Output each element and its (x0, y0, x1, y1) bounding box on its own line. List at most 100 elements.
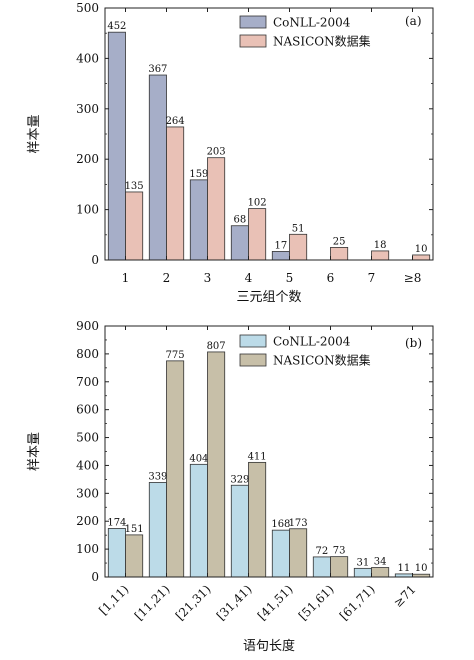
bar-nasicon (330, 246, 349, 261)
data-label: 264 (166, 116, 185, 127)
bar-conll (312, 556, 331, 578)
bar-nasicon (371, 250, 390, 261)
data-label: 168 (271, 519, 290, 530)
data-label: 339 (148, 471, 167, 482)
bar-conll (230, 225, 249, 261)
data-label: 17 (275, 240, 288, 251)
data-label: 102 (248, 198, 267, 209)
x-tick-label: [41,51) (255, 582, 296, 623)
bar-nasicon (125, 191, 144, 261)
x-tick-label: [11,21) (132, 582, 173, 623)
data-label: 151 (125, 524, 144, 535)
y-axis-label: 样本量 (27, 114, 42, 153)
bar-nasicon (412, 254, 431, 261)
bar-conll (189, 179, 208, 261)
data-label: 411 (248, 451, 267, 462)
data-label: 68 (234, 215, 247, 226)
x-tick-label: [21,31) (173, 582, 214, 623)
x-tick-label: 4 (245, 271, 253, 285)
y-tick-label: 0 (91, 570, 99, 584)
legend-swatch (239, 334, 267, 348)
x-tick-label: 7 (368, 271, 376, 285)
x-tick-label: ≥71 (391, 582, 419, 610)
x-tick-label: [1,11) (96, 582, 131, 617)
y-tick-label: 400 (76, 458, 99, 472)
y-tick-label: 200 (76, 514, 99, 528)
data-label: 807 (207, 341, 226, 352)
bar-conll (107, 31, 126, 261)
bar-nasicon (248, 208, 267, 261)
chart-panel-b: 174 339 404 329 168 72 31 11 151 775 807 411 173 73 34… (27, 319, 434, 654)
data-label: 775 (166, 350, 185, 361)
legend-label: NASICON数据集 (273, 34, 371, 49)
data-label: 367 (148, 64, 167, 75)
legend-swatch (239, 34, 267, 48)
bar-nasicon (289, 233, 308, 261)
y-tick-label: 0 (91, 253, 99, 267)
bar-nasicon (371, 567, 390, 578)
bar-conll (189, 463, 208, 578)
legend-label: CoNLL-2004 (273, 16, 351, 30)
y-tick-label: 700 (76, 375, 99, 389)
bar-nasicon (166, 360, 185, 578)
data-label: 452 (107, 21, 126, 32)
x-tick-label: 2 (163, 271, 171, 285)
x-tick-label: [51,61) (296, 582, 337, 623)
data-label: 31 (357, 557, 370, 568)
x-tick-label: [61,71) (337, 582, 378, 623)
y-tick-label: 900 (76, 319, 99, 333)
bar-nasicon (207, 157, 226, 261)
y-tick-label: 600 (76, 403, 99, 417)
bar-conll (353, 567, 372, 578)
y-axis-label: 样本量 (27, 432, 42, 471)
bar-nasicon (166, 126, 185, 261)
x-tick-label: ≥8 (404, 271, 422, 285)
panel-label: (a) (405, 14, 422, 28)
data-label: 10 (415, 244, 428, 255)
legend-label: CoNLL-2004 (273, 335, 351, 349)
bar-conll (230, 484, 249, 578)
data-label: 203 (207, 147, 226, 158)
data-label: 34 (374, 557, 387, 568)
y-tick-label: 400 (76, 51, 99, 65)
data-label: 25 (333, 236, 346, 247)
x-tick-label: 6 (327, 271, 335, 285)
legend-label: NASICON数据集 (273, 353, 371, 368)
y-tick-label: 800 (76, 347, 99, 361)
data-label: 10 (415, 563, 428, 574)
legend-swatch (239, 15, 267, 29)
data-label: 135 (125, 181, 144, 192)
panel-label: (b) (405, 336, 422, 350)
bar-nasicon (207, 351, 226, 578)
bar-conll (271, 529, 290, 578)
x-tick-label: 1 (122, 271, 130, 285)
bar-conll (271, 251, 290, 261)
x-axis-label: 三元组个数 (236, 290, 301, 305)
data-label: 18 (374, 240, 387, 251)
y-tick-label: 100 (76, 542, 99, 556)
data-label: 173 (289, 518, 308, 529)
y-tick-label: 500 (76, 431, 99, 445)
x-tick-label: [31,41) (214, 582, 255, 623)
data-label: 404 (189, 453, 208, 464)
y-tick-label: 300 (76, 102, 99, 116)
data-label: 11 (398, 563, 411, 574)
bar-nasicon (289, 528, 308, 578)
data-label: 174 (107, 517, 126, 528)
x-tick-label: 5 (286, 271, 294, 285)
x-axis-label: 语句长度 (243, 638, 295, 654)
x-tick-label: 3 (204, 271, 212, 285)
data-label: 72 (316, 546, 329, 557)
data-label: 329 (230, 474, 249, 485)
data-label: 51 (292, 223, 305, 234)
bar-nasicon (330, 556, 349, 578)
bar-nasicon (125, 534, 144, 578)
y-tick-label: 300 (76, 486, 99, 500)
bar-conll (107, 528, 126, 578)
bar-conll (148, 74, 167, 261)
legend-swatch (239, 353, 267, 367)
y-tick-label: 200 (76, 152, 99, 166)
data-label: 159 (189, 169, 208, 180)
